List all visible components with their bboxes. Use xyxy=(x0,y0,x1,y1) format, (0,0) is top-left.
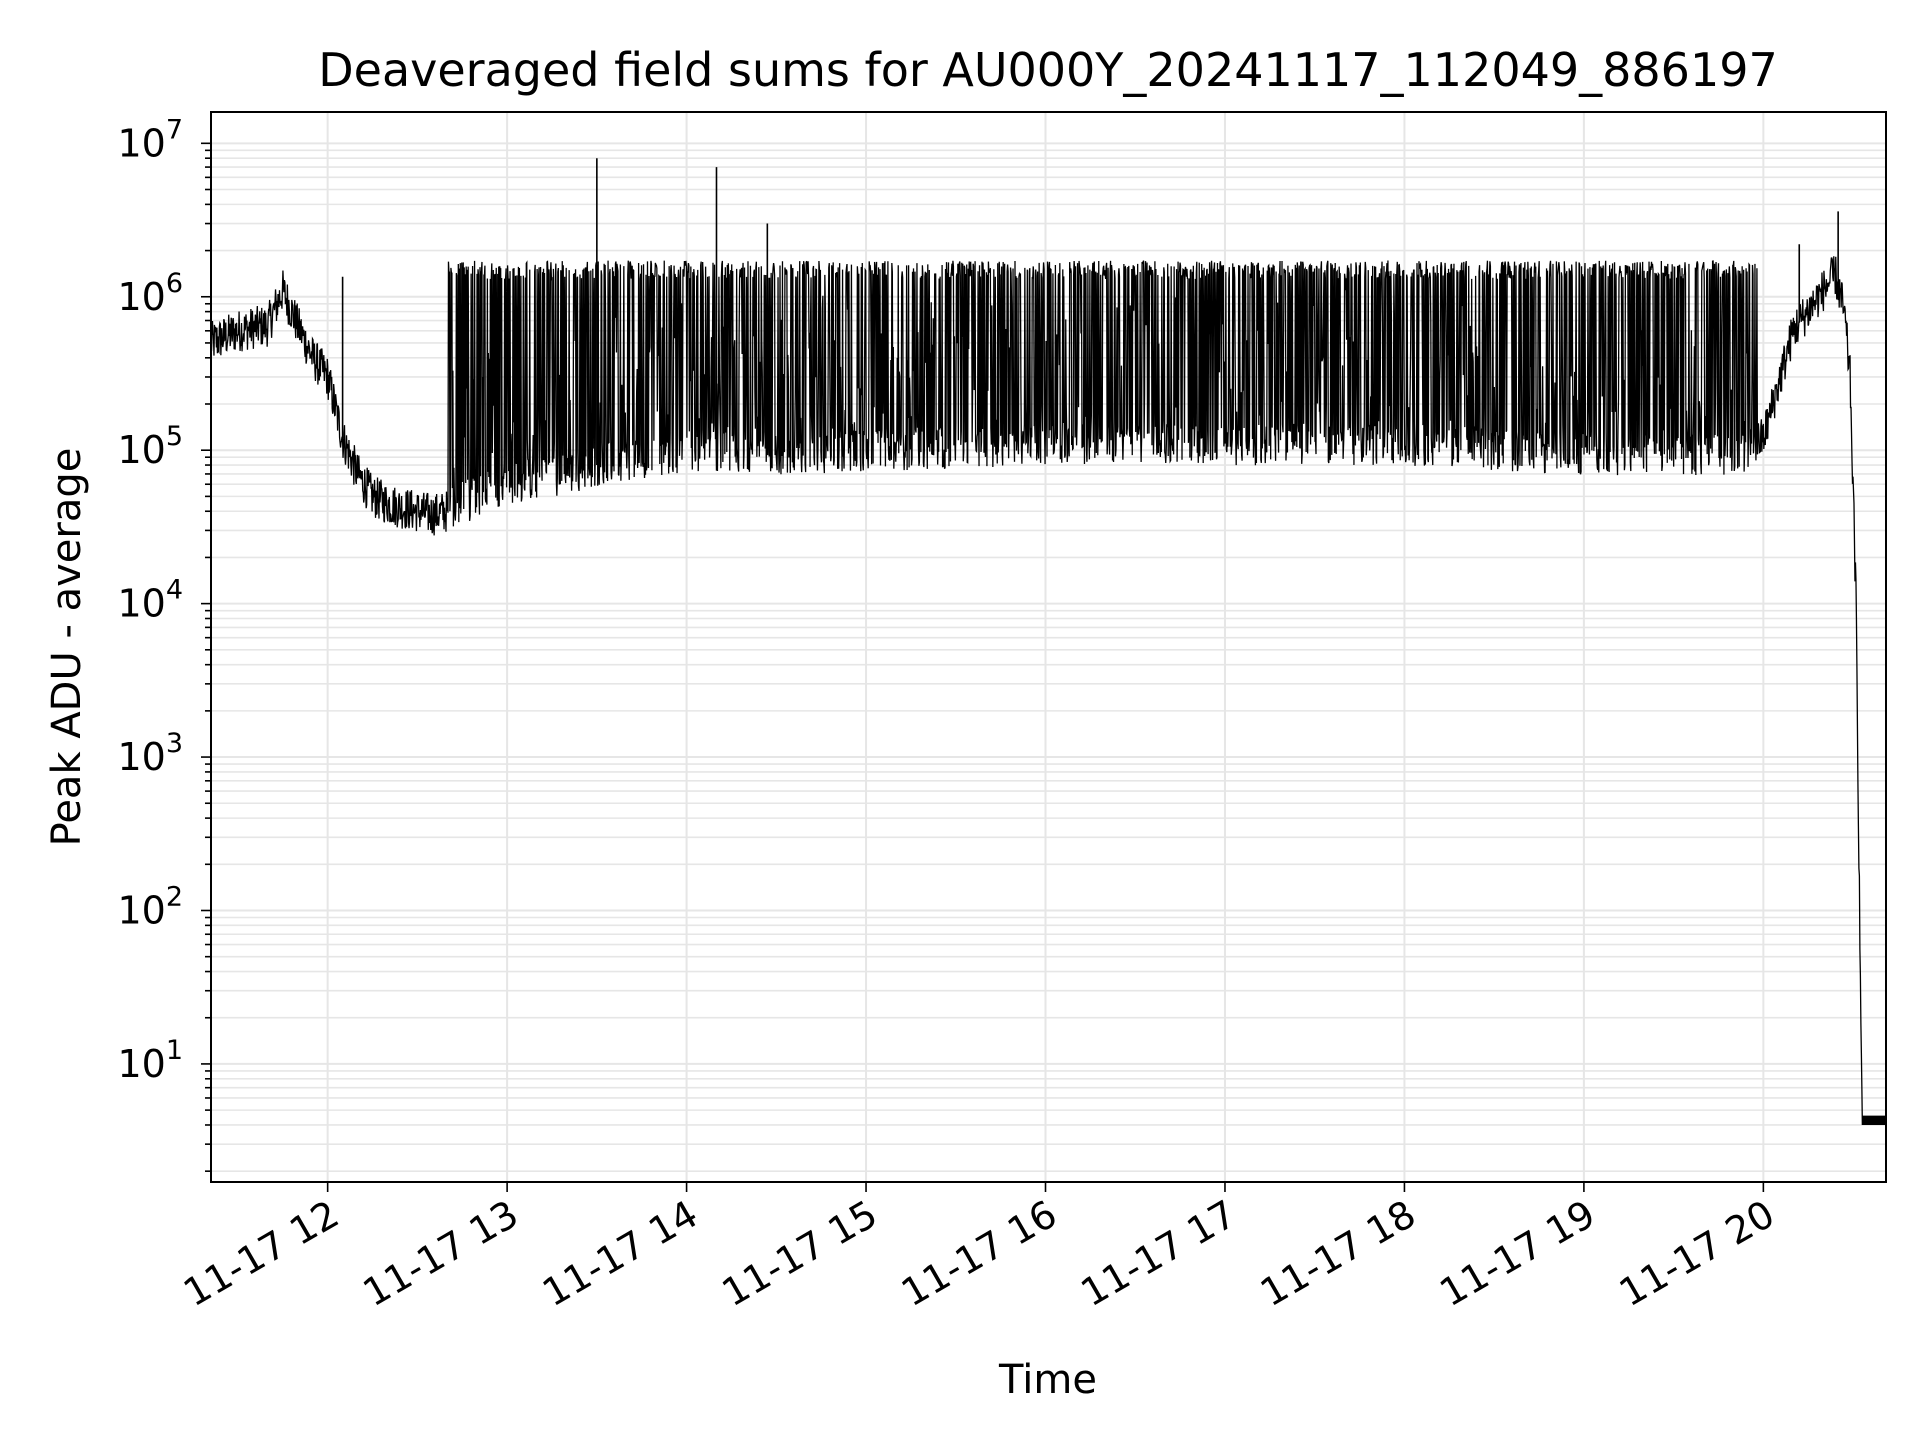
y-tick-label: 103 xyxy=(117,728,183,779)
y-tick-label: 101 xyxy=(117,1035,183,1086)
series-line xyxy=(210,256,1887,1126)
plot-area-frame xyxy=(210,111,1887,1183)
chart-title: Deaveraged field sums for AU000Y_2024111… xyxy=(318,43,1778,97)
y-tick-label: 107 xyxy=(117,114,183,165)
y-tick-label: 102 xyxy=(117,881,183,932)
grid xyxy=(211,112,1886,1182)
y-tick-label: 106 xyxy=(117,268,183,319)
x-axis-label: Time xyxy=(998,1357,1097,1403)
y-tick-label: 104 xyxy=(117,575,183,626)
y-tick-label: 105 xyxy=(117,421,183,472)
y-axis-label: Peak ADU - average xyxy=(44,448,90,847)
plot-data xyxy=(210,158,1887,1126)
